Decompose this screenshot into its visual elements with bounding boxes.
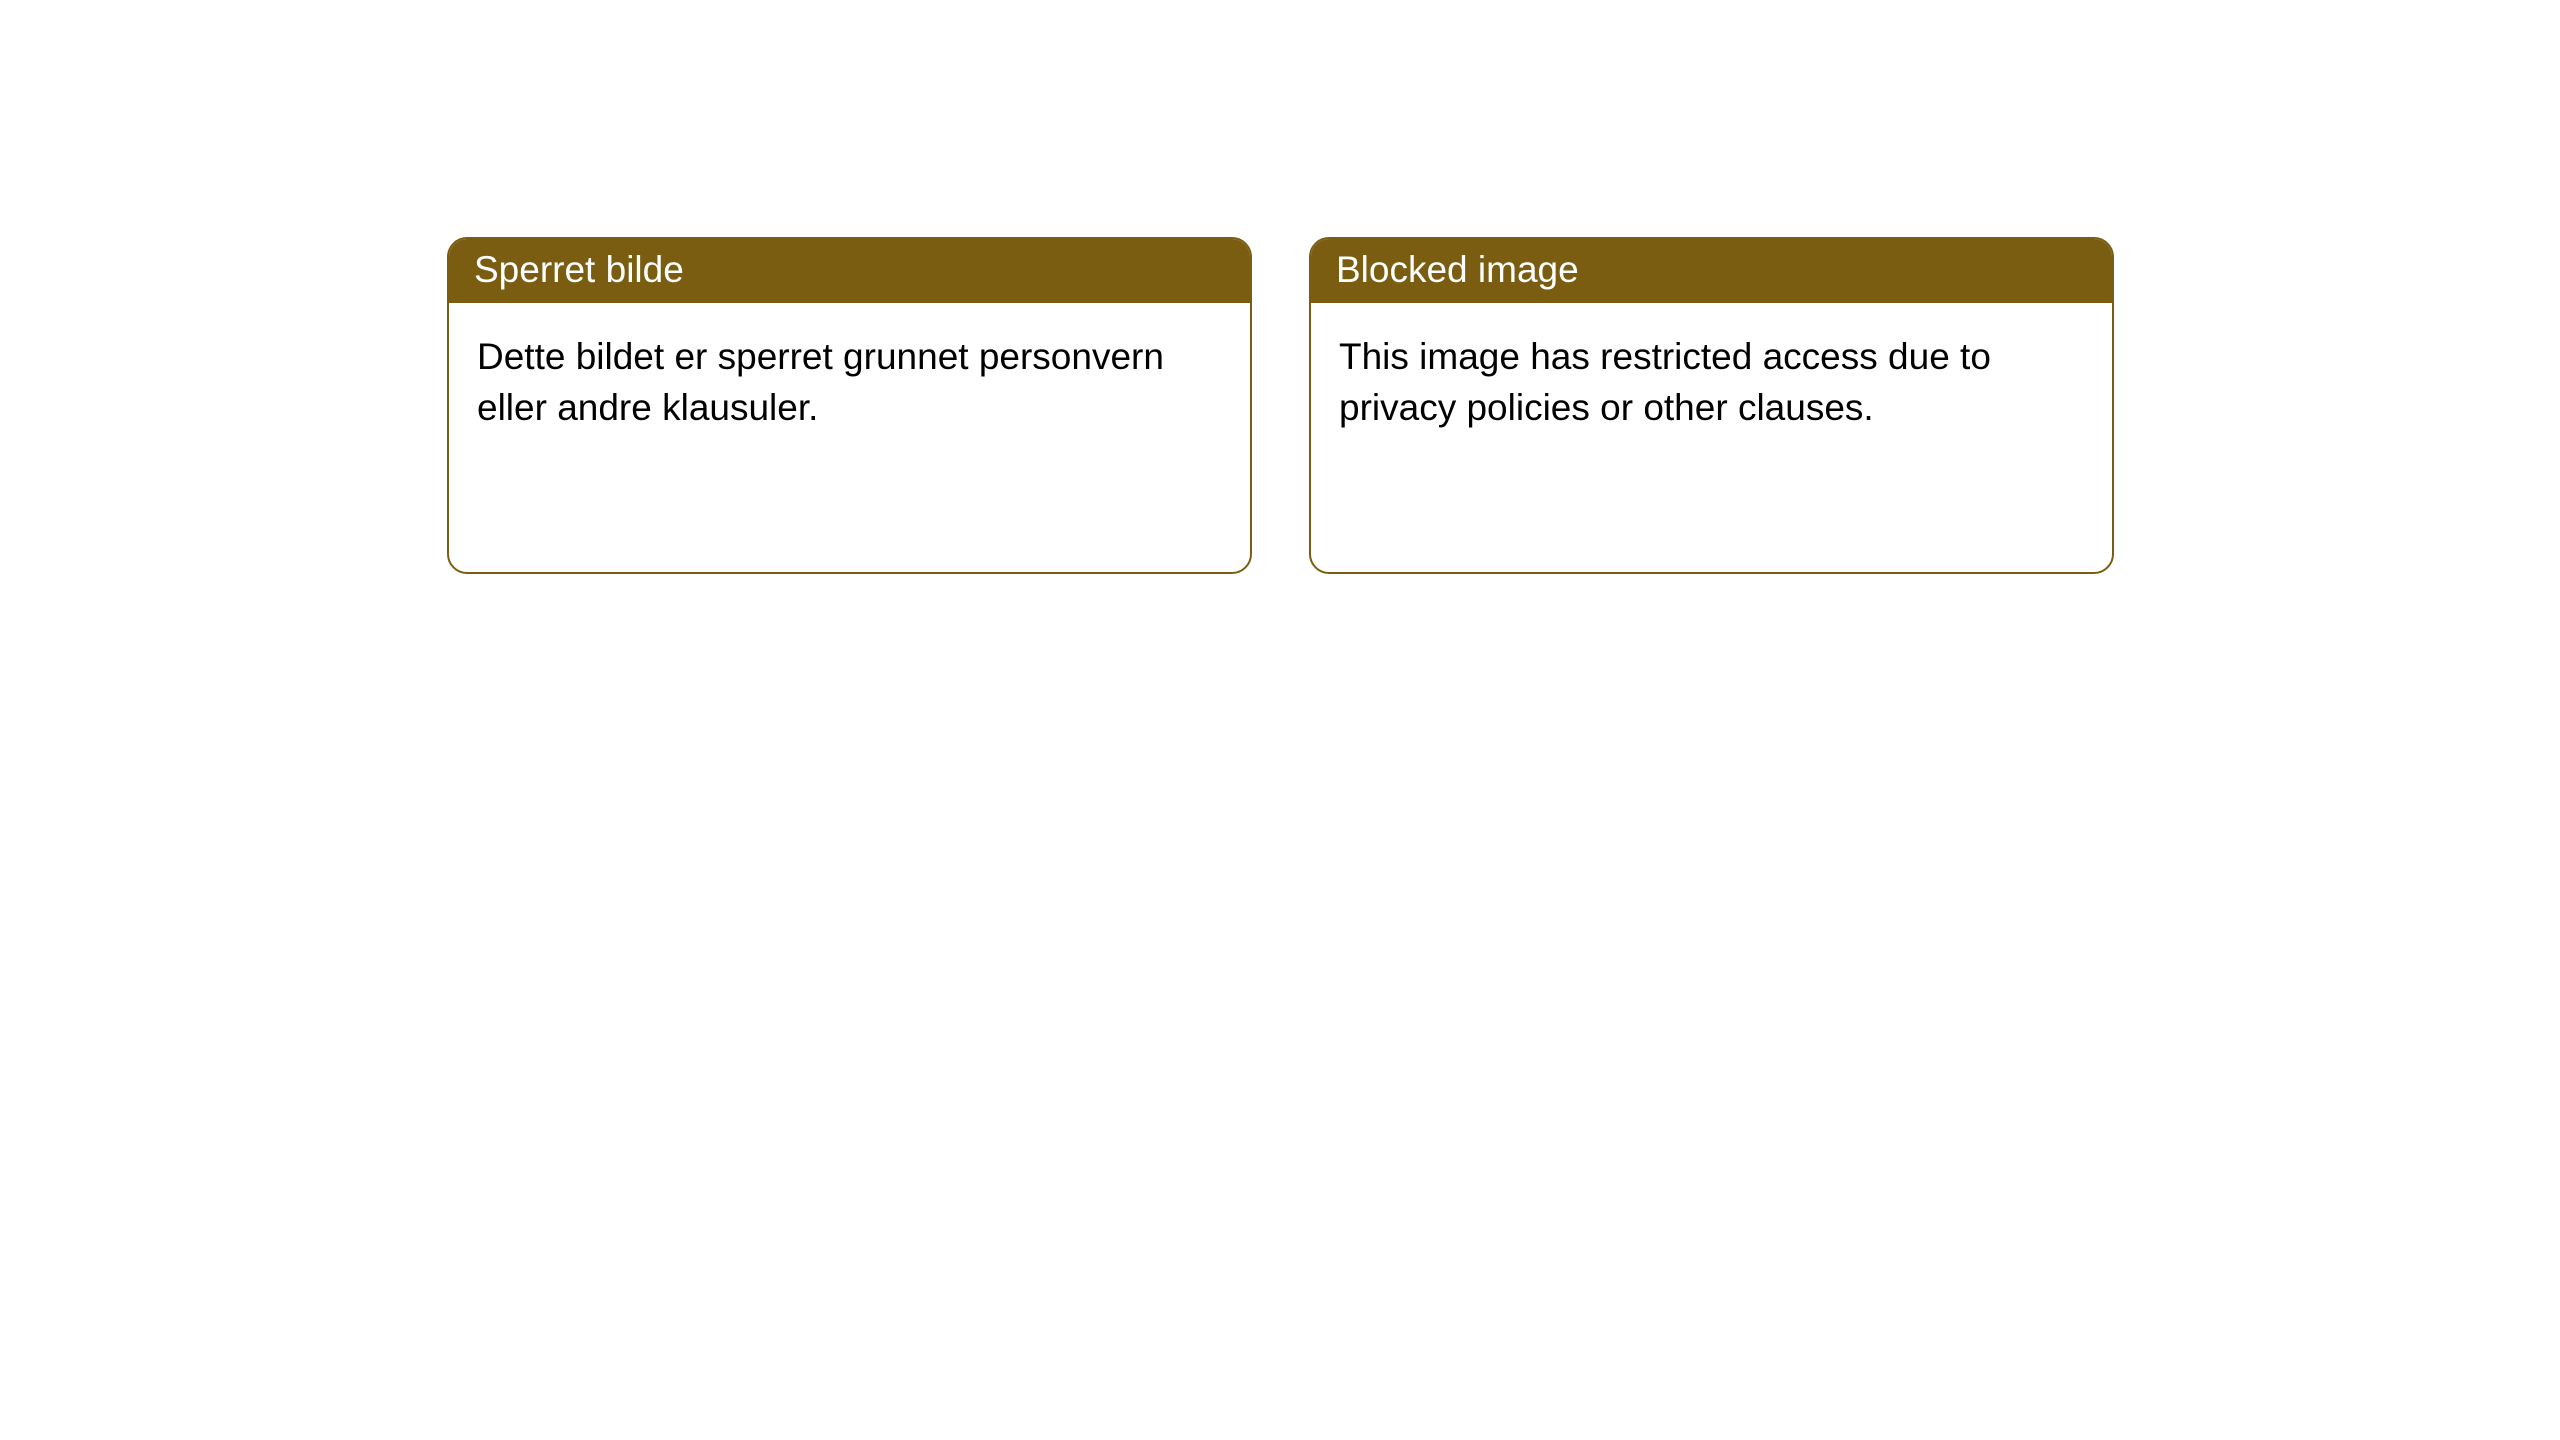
- card-header-no: Sperret bilde: [449, 239, 1250, 303]
- card-message-no: Dette bildet er sperret grunnet personve…: [477, 336, 1164, 428]
- blocked-image-card-en: Blocked image This image has restricted …: [1309, 237, 2114, 574]
- card-header-en: Blocked image: [1311, 239, 2112, 303]
- notice-container: Sperret bilde Dette bildet er sperret gr…: [0, 0, 2560, 574]
- card-title-en: Blocked image: [1336, 249, 1579, 290]
- blocked-image-card-no: Sperret bilde Dette bildet er sperret gr…: [447, 237, 1252, 574]
- card-body-en: This image has restricted access due to …: [1311, 303, 2112, 453]
- card-title-no: Sperret bilde: [474, 249, 684, 290]
- card-message-en: This image has restricted access due to …: [1339, 336, 1991, 428]
- card-body-no: Dette bildet er sperret grunnet personve…: [449, 303, 1250, 453]
